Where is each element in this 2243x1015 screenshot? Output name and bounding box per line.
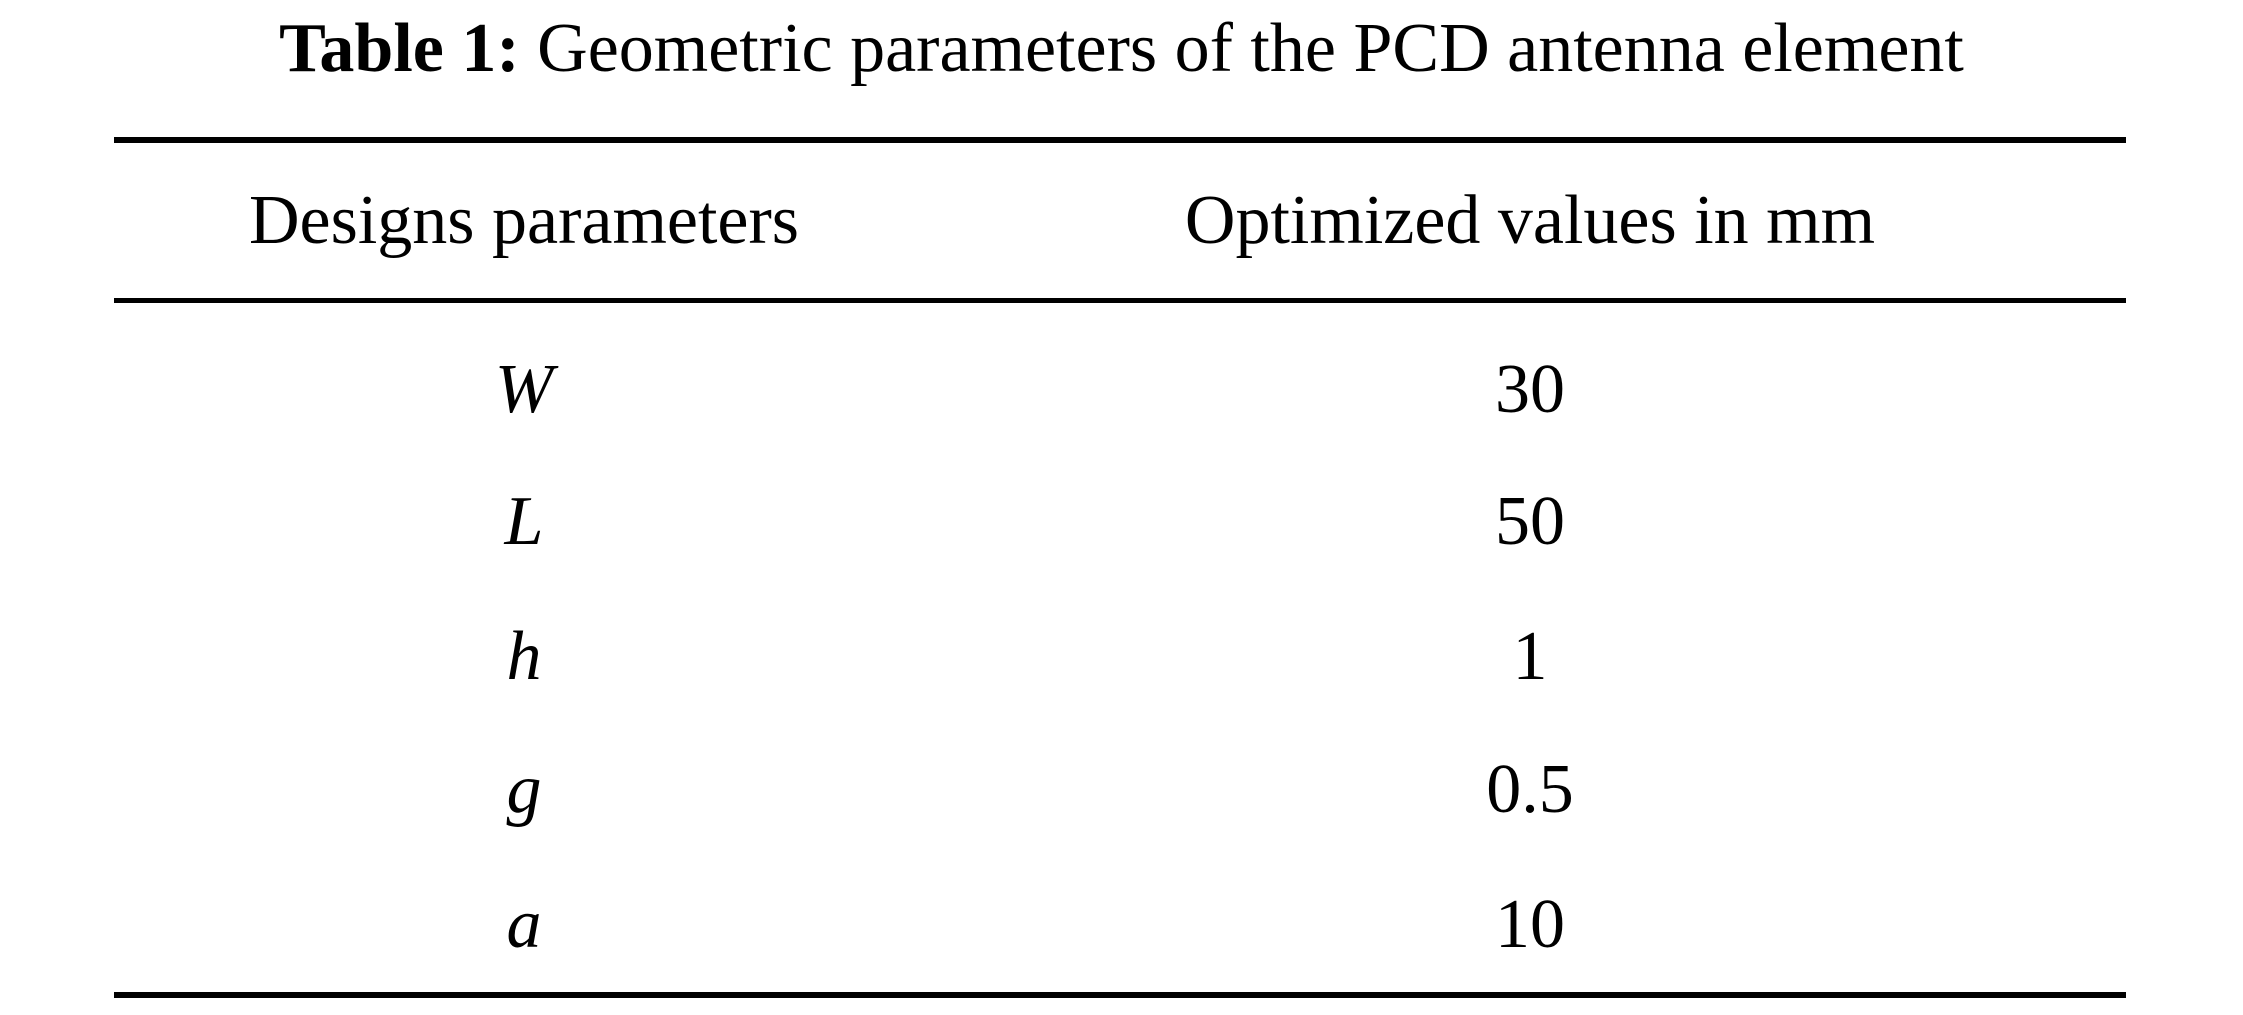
row-value: 50: [1495, 483, 1565, 560]
top-rule: [114, 137, 2126, 143]
row-parameter: h: [506, 618, 542, 695]
row-parameter: W: [494, 351, 554, 428]
header-designs-parameters: Designs parameters: [248, 182, 800, 259]
row-parameter: g: [506, 751, 542, 828]
row-value: 10: [1495, 886, 1565, 963]
table-caption: Table 1: Geometric parameters of the PCD…: [0, 4, 2243, 94]
row-value: 1: [1512, 618, 1548, 695]
header-optimized-values: Optimized values in mm: [1184, 182, 1876, 259]
caption-text: Geometric parameters of the PCD antenna …: [537, 10, 1964, 87]
bottom-rule: [114, 992, 2126, 998]
caption-label: Table 1:: [279, 10, 520, 87]
row-value: 0.5: [1486, 751, 1574, 828]
row-value: 30: [1495, 351, 1565, 428]
row-parameter: a: [506, 886, 542, 963]
header-rule: [114, 298, 2126, 303]
row-parameter: L: [504, 483, 544, 560]
